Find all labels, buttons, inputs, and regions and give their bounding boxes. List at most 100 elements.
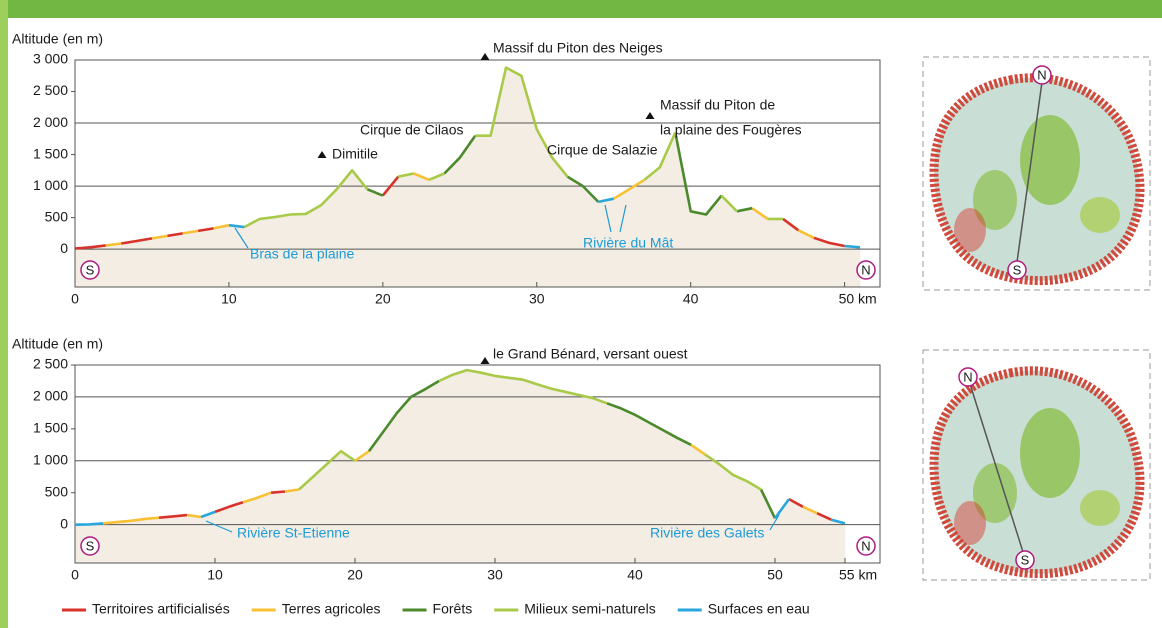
terrain-fill bbox=[798, 229, 815, 288]
terrain-fill bbox=[197, 227, 214, 288]
legend-label: Surfaces en eau bbox=[708, 601, 810, 617]
forest-patch bbox=[973, 463, 1017, 523]
terrain-fill bbox=[474, 66, 568, 288]
terrain-fill bbox=[674, 132, 722, 288]
terrain-fill bbox=[413, 172, 430, 288]
terrain-fill bbox=[397, 173, 415, 288]
x-tick-label: 30 bbox=[529, 291, 545, 307]
y-tick-label: 0 bbox=[60, 240, 68, 256]
forest-patch bbox=[1080, 197, 1120, 233]
forest-patch bbox=[1020, 115, 1080, 205]
end-marker-label: N bbox=[861, 262, 870, 277]
terrain-fill bbox=[830, 519, 846, 564]
profile-line bbox=[105, 172, 815, 247]
profile-chart: 0 500 1 000 1 500 2 000 2 500 0 10 20 30 40 50 55 km… bbox=[12, 336, 881, 583]
side-stripe bbox=[0, 0, 8, 628]
urban-patch bbox=[954, 501, 986, 545]
x-tick-label: 50 km bbox=[839, 291, 877, 307]
x-tick-label: 30 bbox=[487, 567, 503, 583]
map-marker bbox=[1015, 550, 1035, 570]
y-axis-title: Altitude (en m) bbox=[12, 31, 103, 47]
map-2: N S bbox=[922, 349, 1151, 581]
map-marker-label: N bbox=[1037, 67, 1046, 82]
legend-label: Territoires artificialisés bbox=[92, 601, 230, 617]
end-marker-label: S bbox=[86, 262, 95, 277]
profile-line bbox=[74, 175, 845, 250]
river-leader bbox=[604, 204, 612, 233]
terrain-fill bbox=[816, 512, 832, 564]
terrain-fill bbox=[788, 498, 804, 564]
river-leader bbox=[619, 204, 627, 233]
legend-label: Milieux semi-naturels bbox=[524, 601, 655, 617]
x-tick-label: 10 bbox=[207, 567, 223, 583]
terrain-fill bbox=[438, 369, 608, 564]
end-marker-label: S bbox=[86, 538, 95, 553]
y-tick-label: 1 000 bbox=[33, 452, 68, 468]
peak-marker bbox=[480, 53, 490, 60]
forest-patch bbox=[1080, 490, 1120, 526]
terrain-fill bbox=[368, 380, 440, 564]
map-marker-label: S bbox=[1013, 262, 1022, 277]
peak-marker bbox=[317, 151, 327, 158]
profile-line bbox=[102, 443, 818, 525]
river-leader bbox=[234, 227, 249, 249]
peak-label: le Grand Bénard, versant ouest bbox=[493, 346, 688, 362]
plot-frame bbox=[74, 364, 881, 564]
river-label: Rivière St-Etienne bbox=[237, 525, 350, 541]
terrain-fill bbox=[802, 506, 818, 564]
terrain-fill bbox=[228, 224, 245, 288]
terrain-fill bbox=[200, 511, 216, 564]
header-band bbox=[0, 0, 1162, 18]
y-tick-label: 1 500 bbox=[33, 145, 68, 161]
river-label: Bras de la plaine bbox=[250, 246, 355, 262]
y-tick-label: 1 000 bbox=[33, 177, 68, 193]
terrain-fill bbox=[213, 224, 230, 288]
forest-patch bbox=[973, 170, 1017, 230]
terrain-fill bbox=[751, 207, 769, 288]
map-marker bbox=[1007, 260, 1027, 280]
y-axis-title: Altitude (en m) bbox=[12, 336, 103, 352]
terrain-fill bbox=[120, 237, 153, 288]
y-tick-label: 2 500 bbox=[33, 356, 68, 372]
terrain-fill bbox=[151, 235, 168, 288]
terrain-fill bbox=[428, 172, 445, 288]
river-leader bbox=[769, 514, 780, 531]
x-tick-label: 0 bbox=[71, 567, 79, 583]
map-marker bbox=[958, 367, 978, 387]
profile-line bbox=[158, 490, 832, 521]
x-tick-label: 55 km bbox=[839, 567, 877, 583]
peak-marker bbox=[480, 357, 490, 364]
map-marker bbox=[1032, 65, 1052, 85]
terrain-fill bbox=[767, 218, 784, 288]
legend-label: Terres agricoles bbox=[282, 601, 381, 617]
y-tick-label: 2 000 bbox=[33, 114, 68, 130]
river-label: Rivière du Mât bbox=[583, 235, 673, 251]
peak-label: Massif du Piton de bbox=[660, 97, 775, 113]
map-1: N S bbox=[922, 56, 1151, 291]
terrain-fill bbox=[567, 175, 599, 288]
profile-line bbox=[366, 132, 753, 216]
end-marker bbox=[80, 536, 100, 556]
y-tick-label: 500 bbox=[45, 208, 69, 224]
end-marker bbox=[80, 260, 100, 280]
peak-marker bbox=[645, 112, 655, 119]
y-tick-label: 3 000 bbox=[33, 51, 68, 67]
profile-chart: 0 500 1 000 1 500 2 000 2 500 3 000 0 10 20 30 40 50… bbox=[12, 31, 881, 307]
y-tick-label: 2 500 bbox=[33, 82, 68, 98]
peak-label: Dimitile bbox=[332, 146, 378, 162]
peak-label: Cirque de Cilaos bbox=[360, 122, 464, 138]
terrain-fill bbox=[182, 230, 199, 288]
x-tick-label: 20 bbox=[375, 291, 391, 307]
map-marker-label: N bbox=[963, 369, 972, 384]
end-marker bbox=[856, 536, 876, 556]
terrain-fill bbox=[704, 453, 762, 564]
terrain-fill bbox=[367, 188, 384, 288]
terrain-fill bbox=[243, 169, 368, 288]
river-leader bbox=[205, 520, 233, 533]
profile-line bbox=[228, 197, 861, 249]
x-tick-label: 0 bbox=[71, 291, 79, 307]
y-tick-label: 1 500 bbox=[33, 420, 68, 436]
peak-label: Cirque de Salazie bbox=[547, 142, 658, 158]
